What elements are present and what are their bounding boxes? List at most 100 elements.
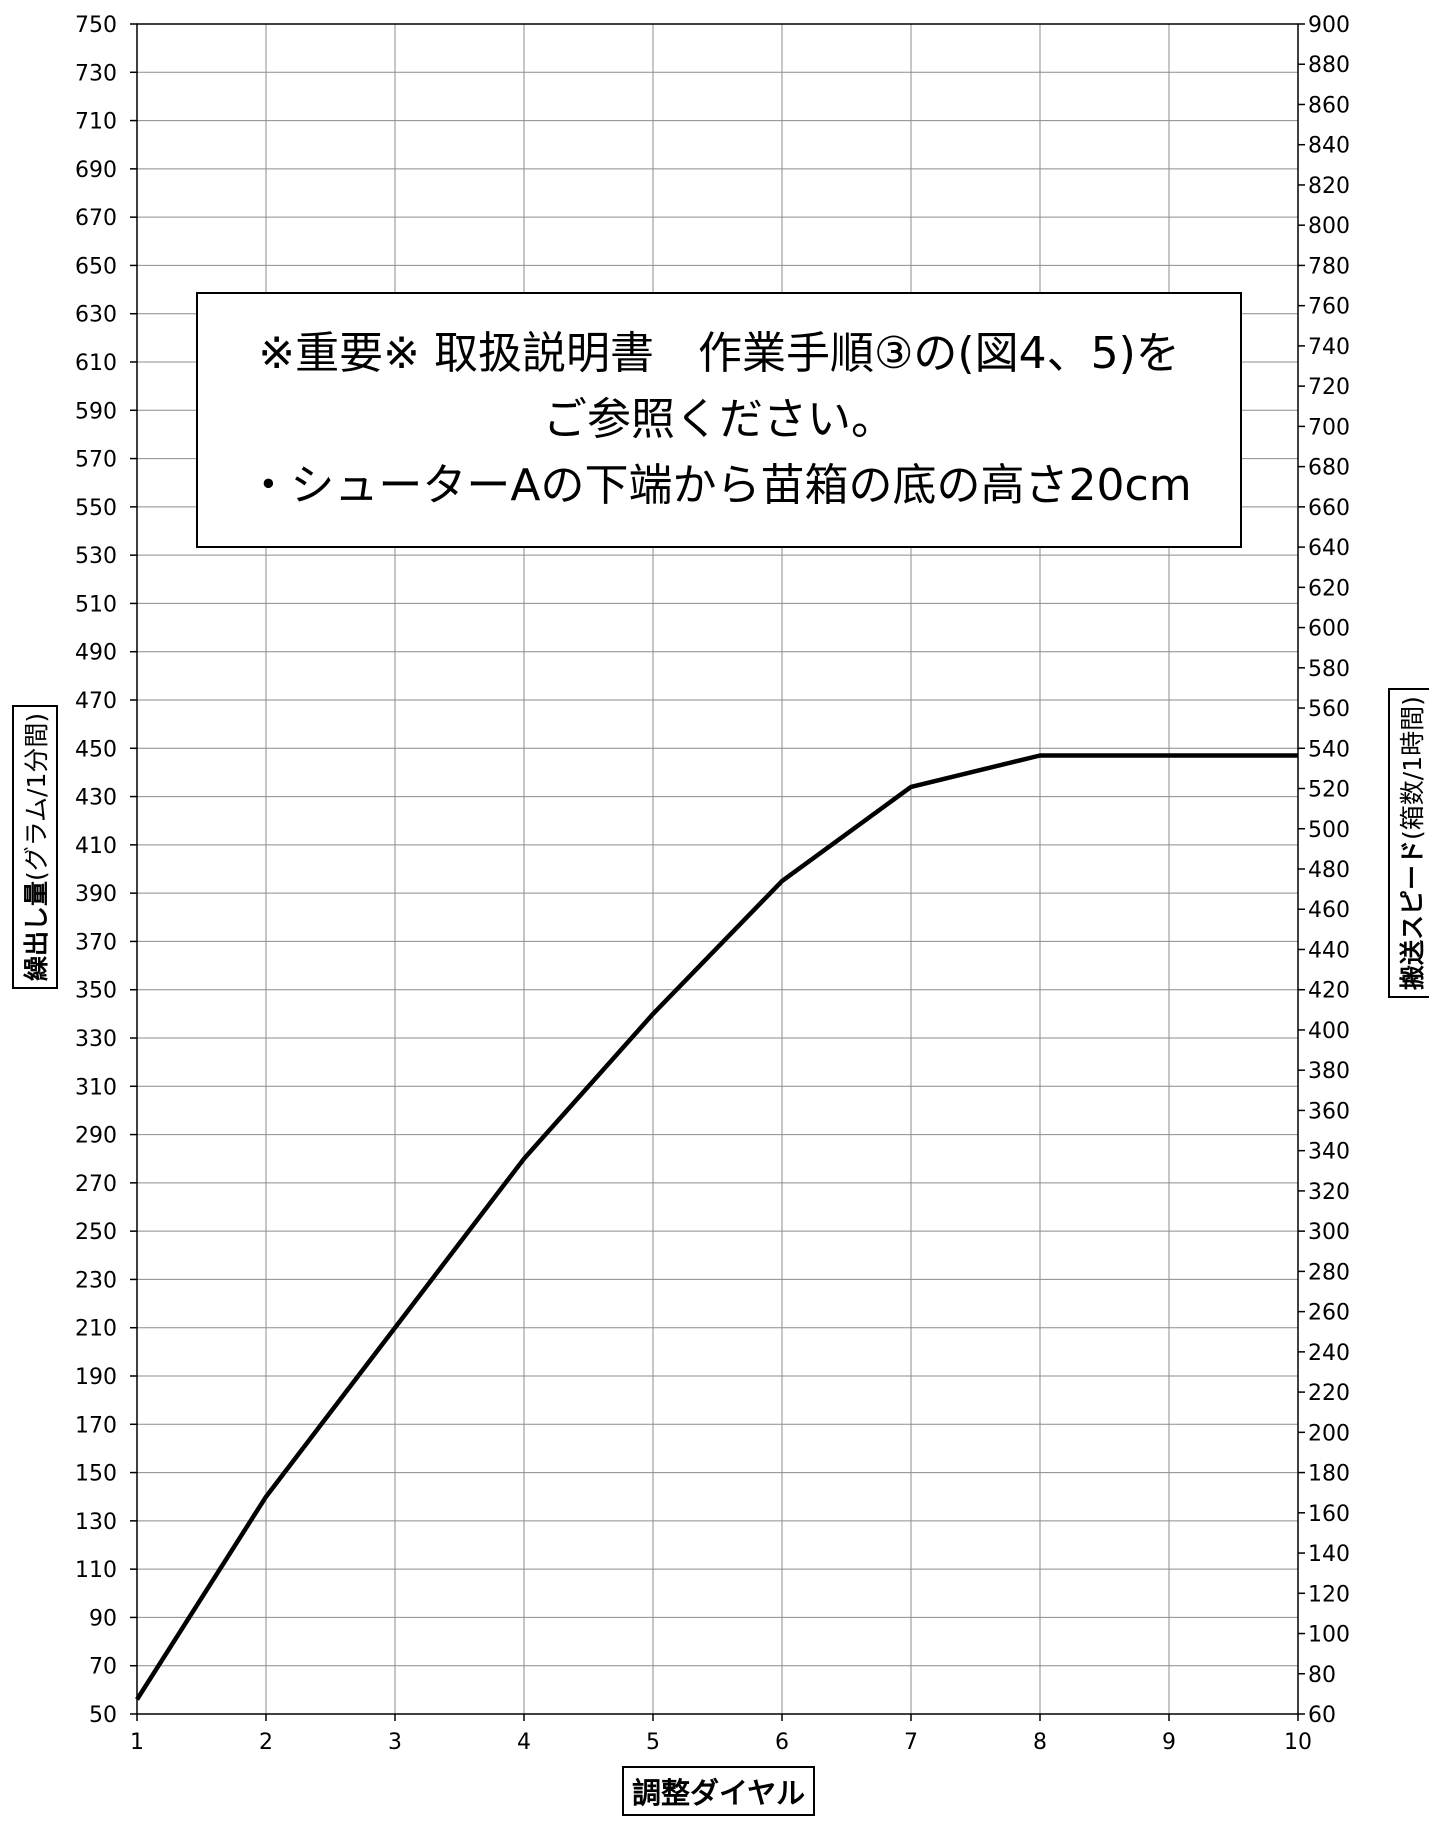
y-tick-label: 730: [75, 61, 117, 86]
x-tick-label: 4: [517, 1730, 531, 1755]
y-tick-label: 170: [75, 1413, 117, 1438]
x-tick-label: 8: [1033, 1730, 1047, 1755]
y-tick-label: 230: [75, 1268, 117, 1293]
y2-tick-label: 400: [1308, 1019, 1350, 1044]
y-tick-label: 90: [89, 1606, 117, 1631]
y-tick-label: 190: [75, 1365, 117, 1390]
y-tick-label: 470: [75, 689, 117, 714]
y2-tick-label: 600: [1308, 617, 1350, 642]
x-tick-label: 3: [388, 1730, 402, 1755]
y-tick-label: 650: [75, 254, 117, 279]
y2-tick-label: 720: [1308, 375, 1350, 400]
y2-tick-label: 460: [1308, 898, 1350, 923]
y-tick-label: 410: [75, 834, 117, 859]
y2-tick-label: 120: [1308, 1582, 1350, 1607]
y2-tick-label: 800: [1308, 214, 1350, 239]
y-tick-label: 370: [75, 930, 117, 955]
y2-axis-title: 搬送スピード(箱数/1時間): [1388, 688, 1429, 998]
y-tick-label: 310: [75, 1075, 117, 1100]
y2-tick-label: 880: [1308, 53, 1350, 78]
y-tick-label: 110: [75, 1558, 117, 1583]
y2-tick-label: 760: [1308, 295, 1350, 320]
y2-tick-label: 680: [1308, 456, 1350, 481]
note-line-1: ※重要※ 取扱説明書 作業手順③の(図4、5)を: [258, 328, 1180, 379]
y-tick-label: 430: [75, 786, 117, 811]
y-tick-label: 710: [75, 110, 117, 135]
y-tick-label: 50: [89, 1703, 117, 1728]
y-tick-label: 670: [75, 206, 117, 231]
y2-tick-label: 520: [1308, 778, 1350, 803]
x-tick-label: 7: [904, 1730, 918, 1755]
y2-tick-label: 360: [1308, 1099, 1350, 1124]
y2-tick-label: 500: [1308, 818, 1350, 843]
y2-tick-label: 180: [1308, 1462, 1350, 1487]
y2-tick-label: 780: [1308, 254, 1350, 279]
y2-tick-label: 820: [1308, 174, 1350, 199]
y2-tick-label: 640: [1308, 536, 1350, 561]
x-axis-title: 調整ダイヤル: [622, 1766, 816, 1816]
plot-area-frame: [136, 23, 1299, 1715]
y-tick-label: 630: [75, 303, 117, 328]
y2-tick-label: 420: [1308, 979, 1350, 1004]
y2-tick-label: 340: [1308, 1140, 1350, 1165]
y2-tick-label: 260: [1308, 1301, 1350, 1326]
y2-tick-label: 140: [1308, 1542, 1350, 1567]
y2-tick-label: 300: [1308, 1220, 1350, 1245]
y-tick-label: 530: [75, 544, 117, 569]
x-tick-label: 10: [1284, 1730, 1312, 1755]
left-axis-ticks: 50 70 90 110 130 150 170 190 210 230 250 270 290 310 3…: [75, 13, 137, 1728]
y2-tick-label: 900: [1308, 13, 1350, 38]
right-axis-ticks: 60 80 100 120 140 160 180 200 220 240 260 280 300 320…: [1298, 13, 1350, 1728]
y-tick-label: 250: [75, 1220, 117, 1245]
y-tick-label: 750: [75, 13, 117, 38]
y-tick-label: 490: [75, 641, 117, 666]
y-tick-label: 150: [75, 1462, 117, 1487]
y2-tick-label: 560: [1308, 697, 1350, 722]
y2-axis-title-main: 搬送スピード: [1398, 839, 1427, 990]
y-tick-label: 610: [75, 351, 117, 376]
series-line: [135, 753, 1298, 1701]
y-tick-label: 330: [75, 1027, 117, 1052]
y-axis-title: 繰出し量(グラム/1分間): [12, 704, 58, 989]
y-tick-label: 210: [75, 1317, 117, 1342]
x-axis-ticks: 1 2 3 4 5 6 7 8 9 10: [130, 1714, 1312, 1755]
y-tick-label: 270: [75, 1172, 117, 1197]
x-tick-label: 5: [646, 1730, 660, 1755]
y-tick-label: 550: [75, 496, 117, 521]
x-tick-label: 2: [259, 1730, 273, 1755]
y-axis-title-main: 繰出し量: [22, 880, 51, 981]
y2-tick-label: 380: [1308, 1059, 1350, 1084]
y2-tick-label: 160: [1308, 1502, 1350, 1527]
y2-tick-label: 540: [1308, 737, 1350, 762]
y-tick-label: 590: [75, 399, 117, 424]
y-tick-label: 570: [75, 448, 117, 473]
y2-tick-label: 100: [1308, 1623, 1350, 1648]
y-tick-label: 690: [75, 158, 117, 183]
important-note-box: ※重要※ 取扱説明書 作業手順③の(図4、5)を ご参照ください。 ・シューター…: [196, 292, 1242, 548]
y2-tick-label: 440: [1308, 938, 1350, 963]
y2-tick-label: 660: [1308, 496, 1350, 521]
y2-tick-label: 480: [1308, 858, 1350, 883]
y2-tick-label: 580: [1308, 657, 1350, 682]
y2-tick-label: 60: [1308, 1703, 1336, 1728]
note-line-2: ご参照ください。: [543, 394, 895, 445]
y2-tick-label: 740: [1308, 335, 1350, 360]
y-tick-label: 70: [89, 1655, 117, 1680]
y-tick-label: 350: [75, 979, 117, 1004]
y2-tick-label: 840: [1308, 134, 1350, 159]
note-line-3: ・シューターAの下端から苗箱の底の高さ20cm: [246, 460, 1192, 511]
y2-tick-label: 280: [1308, 1260, 1350, 1285]
y2-tick-label: 860: [1308, 93, 1350, 118]
y2-tick-label: 240: [1308, 1341, 1350, 1366]
y-axis-title-unit: (グラム/1分間): [22, 712, 51, 881]
x-tick-label: 6: [775, 1730, 789, 1755]
y2-tick-label: 80: [1308, 1663, 1336, 1688]
x-tick-label: 9: [1162, 1730, 1176, 1755]
y2-tick-label: 620: [1308, 576, 1350, 601]
grid-lines: [136, 23, 1299, 1715]
y2-tick-label: 220: [1308, 1381, 1350, 1406]
y-tick-label: 390: [75, 882, 117, 907]
y-tick-label: 290: [75, 1124, 117, 1149]
y-tick-label: 510: [75, 592, 117, 617]
